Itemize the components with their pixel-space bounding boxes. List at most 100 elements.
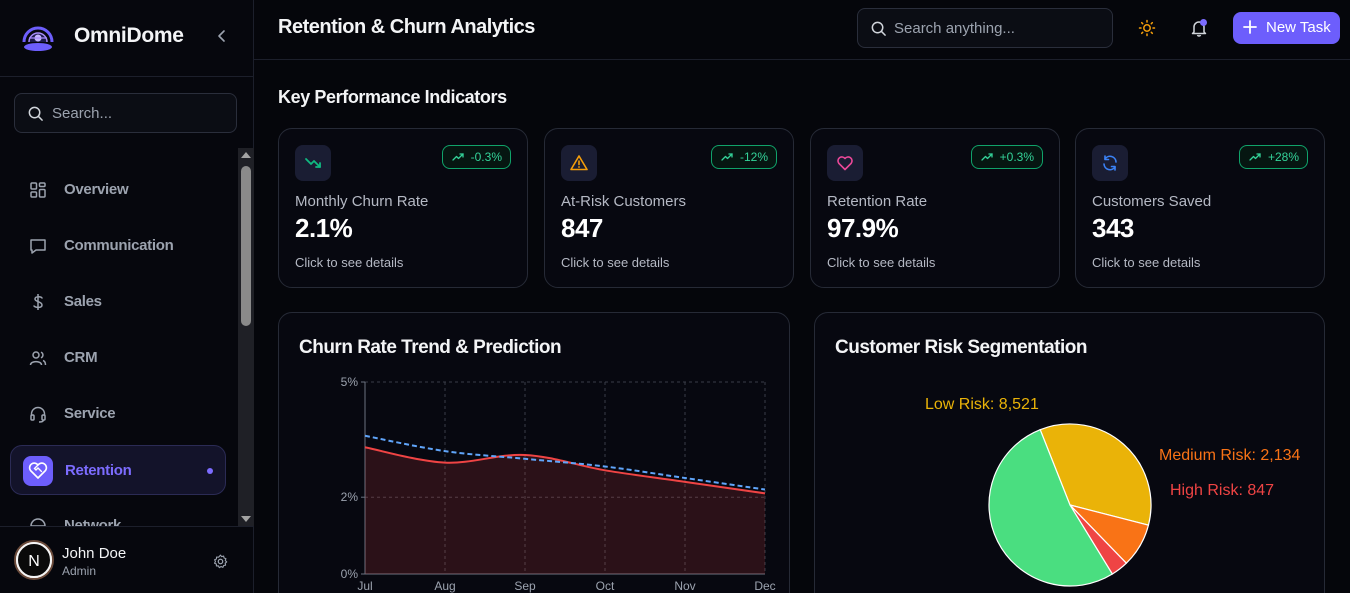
heart-handshake-icon (23, 456, 53, 486)
user-profile[interactable]: N John Doe Admin (0, 526, 253, 593)
avatar[interactable]: N (14, 540, 54, 580)
kpi-hint: Click to see details (561, 255, 670, 270)
kpi-value: 2.1% (295, 213, 353, 243)
kpi-change-badge: +28% (1238, 145, 1308, 169)
churn-trend-panel: Churn Rate Trend & Prediction 0% 2% 5% Jul A… (278, 312, 790, 593)
scroll-down-arrow-icon[interactable] (241, 516, 251, 522)
user-role: Admin (62, 564, 97, 578)
chevron-left-icon[interactable] (212, 26, 232, 46)
gear-icon[interactable] (212, 553, 229, 570)
trending-up-icon (1249, 153, 1261, 161)
sidebar-item-service[interactable]: Service (10, 389, 226, 439)
sidebar-item-sales[interactable]: Sales (10, 277, 226, 327)
sidebar-item-retention[interactable]: Retention (10, 445, 226, 495)
scrollbar-thumb[interactable] (241, 166, 251, 326)
globe-icon (30, 518, 46, 526)
sidebar-item-label: Service (64, 405, 116, 422)
pie-slice[interactable] (1039, 423, 1152, 526)
grid-icon (30, 182, 46, 198)
kpi-hint: Click to see details (295, 255, 404, 270)
series-area-fill (365, 447, 765, 574)
kpi-hint: Click to see details (827, 255, 936, 270)
pie-slice-label: Low Risk: 8,521 (925, 396, 1039, 413)
sidebar: OmniDome Search... Overview Communicatio… (0, 0, 254, 593)
y-tick-label: 2% (341, 490, 359, 504)
kpi-change-badge: -12% (710, 145, 777, 169)
heart-icon (827, 145, 863, 181)
trending-up-icon (980, 153, 993, 161)
kpi-label: Retention Rate (827, 193, 928, 210)
sidebar-item-network[interactable]: Network (10, 501, 226, 526)
kpi-value: 343 (1092, 213, 1134, 243)
kpi-label: Customers Saved (1092, 193, 1212, 210)
headset-icon (30, 406, 46, 423)
sidebar-item-label: Network (64, 517, 122, 526)
sidebar-item-label: Retention (65, 462, 132, 479)
x-tick-label: Jul (357, 579, 372, 593)
kpi-card-churn-rate[interactable]: -0.3% Monthly Churn Rate 2.1% Click to s… (278, 128, 528, 288)
pie-slice-label: High Risk: 847 (1170, 482, 1274, 499)
sidebar-item-communication[interactable]: Communication (10, 221, 226, 271)
risk-chart-title: Customer Risk Segmentation (835, 337, 1088, 358)
sidebar-item-crm[interactable]: CRM (10, 333, 226, 383)
sun-icon[interactable] (1138, 19, 1156, 37)
dollar-icon (33, 294, 43, 310)
y-tick-label: 5% (341, 375, 359, 389)
sidebar-nav: Overview Communication Sales CRM Service… (0, 148, 238, 526)
omnidome-logo-icon (22, 26, 54, 51)
kpi-card-at-risk-customers[interactable]: -12% At-Risk Customers 847 Click to see … (544, 128, 794, 288)
pie-slice-label: Medium Risk: 2,134 (1159, 447, 1300, 464)
sidebar-search-input[interactable]: Search... (14, 93, 237, 133)
trending-up-icon (721, 153, 733, 161)
kpi-value: 97.9% (827, 213, 899, 243)
global-search-input[interactable]: Search anything... (857, 8, 1113, 48)
trending-up-icon (451, 153, 464, 161)
kpi-label: Monthly Churn Rate (295, 193, 429, 210)
plus-icon (1243, 20, 1257, 34)
sidebar-item-label: Communication (64, 237, 174, 254)
kpi-section-title: Key Performance Indicators (278, 87, 507, 107)
page-title: Retention & Churn Analytics (278, 16, 535, 38)
brand: OmniDome (0, 0, 253, 77)
kpi-card-customers-saved[interactable]: +28% Customers Saved 343 Click to see de… (1075, 128, 1325, 288)
notification-dot (1200, 19, 1207, 26)
active-indicator-dot (207, 468, 213, 474)
trending-down-icon (295, 145, 331, 181)
kpi-change-value: -12% (739, 150, 768, 164)
x-tick-label: Nov (674, 579, 695, 593)
user-name: John Doe (62, 545, 127, 562)
avatar-initial: N (16, 542, 52, 578)
sidebar-item-overview[interactable]: Overview (10, 165, 226, 215)
series-line-actual[interactable] (364, 446, 766, 495)
kpi-card-retention-rate[interactable]: +0.3% Retention Rate 97.9% Click to see … (810, 128, 1060, 288)
sidebar-scrollbar[interactable] (238, 148, 254, 526)
kpi-change-badge: +0.3% (970, 145, 1043, 169)
sidebar-item-label: CRM (64, 349, 98, 366)
x-tick-label: Aug (434, 579, 455, 593)
y-tick-label: 0% (341, 567, 359, 581)
users-icon (29, 351, 47, 366)
top-header: Retention & Churn Analytics Search anyth… (254, 0, 1350, 60)
x-tick-label: Oct (596, 579, 615, 593)
scroll-up-arrow-icon[interactable] (241, 152, 251, 158)
risk-segmentation-panel: Customer Risk Segmentation Low Risk: 8,5… (814, 312, 1325, 593)
kpi-value: 847 (561, 213, 603, 243)
message-icon (30, 239, 46, 254)
search-icon (871, 21, 886, 36)
kpi-change-value: +28% (1267, 150, 1299, 164)
x-tick-label: Dec (754, 579, 775, 593)
kpi-label: At-Risk Customers (561, 193, 687, 210)
brand-name: OmniDome (74, 24, 184, 47)
kpi-hint: Click to see details (1092, 255, 1201, 270)
new-task-label: New Task (1266, 19, 1331, 36)
churn-chart-title: Churn Rate Trend & Prediction (299, 337, 562, 358)
sidebar-item-label: Overview (64, 181, 129, 198)
series-line-prediction[interactable] (364, 434, 766, 491)
refresh-icon (1092, 145, 1128, 181)
alert-triangle-icon (561, 145, 597, 181)
kpi-change-badge: -0.3% (441, 145, 511, 169)
x-tick-label: Sep (514, 579, 536, 593)
new-task-button[interactable]: New Task (1233, 12, 1340, 44)
pie-slice[interactable] (988, 428, 1114, 587)
kpi-change-value: -0.3% (470, 150, 502, 164)
